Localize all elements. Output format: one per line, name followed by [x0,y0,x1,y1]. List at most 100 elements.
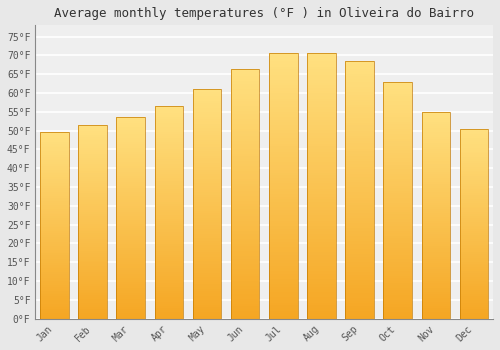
Bar [231,116,260,119]
Bar [422,219,450,222]
Bar [40,160,68,162]
Bar [40,136,68,138]
Bar [40,276,68,278]
Bar [460,277,488,279]
Bar [307,313,336,316]
Bar [192,213,222,215]
Bar [307,77,336,80]
Bar [422,112,450,114]
Bar [307,218,336,220]
Bar [307,162,336,165]
Bar [307,138,336,141]
Bar [307,64,336,67]
Bar [460,174,488,176]
Bar [384,179,412,181]
Bar [307,54,336,56]
Bar [192,280,222,282]
Bar [422,124,450,126]
Bar [40,181,68,183]
Bar [40,199,68,201]
Bar [345,105,374,107]
Bar [154,314,183,316]
Bar [460,134,488,136]
Bar [307,289,336,292]
Bar [422,122,450,124]
Bar [345,115,374,118]
Bar [307,308,336,311]
Bar [116,301,145,302]
Bar [345,306,374,308]
Bar [154,123,183,125]
Bar [269,276,298,279]
Bar [192,206,222,209]
Bar [307,298,336,300]
Bar [345,136,374,138]
Bar [192,298,222,300]
Bar [307,120,336,122]
Bar [345,177,374,180]
Bar [422,222,450,224]
Bar [40,287,68,289]
Bar [269,131,298,133]
Bar [345,61,374,64]
Bar [345,221,374,223]
Bar [192,195,222,197]
Bar [384,222,412,224]
Bar [154,121,183,123]
Bar [269,136,298,138]
Bar [345,167,374,169]
Bar [231,224,260,226]
Bar [231,124,260,126]
Bar [269,205,298,207]
Bar [78,226,107,228]
Bar [78,230,107,231]
Bar [231,159,260,161]
Bar [78,295,107,298]
Bar [40,146,68,147]
Bar [231,151,260,154]
Bar [384,290,412,293]
Bar [460,228,488,229]
Bar [460,203,488,205]
Bar [345,87,374,89]
Bar [384,245,412,247]
Bar [192,234,222,236]
Bar [40,209,68,211]
Bar [78,191,107,193]
Bar [422,217,450,219]
Bar [345,295,374,298]
Bar [269,99,298,101]
Bar [40,317,68,318]
Bar [40,187,68,188]
Bar [231,274,260,276]
Bar [116,315,145,317]
Bar [231,286,260,289]
Bar [192,98,222,101]
Bar [154,251,183,253]
Bar [116,274,145,277]
Bar [345,301,374,303]
Bar [422,232,450,234]
Bar [40,280,68,281]
Bar [154,161,183,163]
Bar [78,125,107,318]
Bar [116,170,145,172]
Bar [231,148,260,151]
Bar [345,223,374,226]
Bar [231,163,260,166]
Bar [116,140,145,142]
Bar [384,84,412,86]
Bar [384,215,412,217]
Bar [384,278,412,281]
Bar [231,111,260,113]
Bar [269,85,298,88]
Bar [154,106,183,108]
Bar [154,217,183,219]
Bar [192,165,222,167]
Bar [269,250,298,252]
Bar [231,271,260,274]
Bar [422,166,450,168]
Bar [269,194,298,197]
Bar [384,174,412,176]
Bar [116,148,145,150]
